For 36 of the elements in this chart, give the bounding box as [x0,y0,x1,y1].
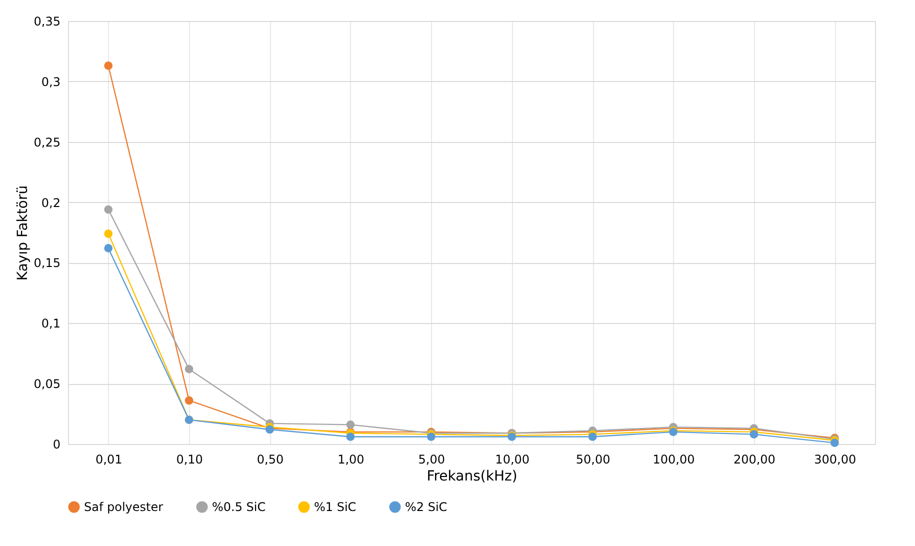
x-tick-label: 0,50 [256,452,284,466]
x-tick-label: 10,00 [495,452,530,466]
y-tick-label: 0,1 [41,316,60,331]
legend-label: %0.5 SiC [212,500,266,514]
x-tick-label: 50,00 [576,452,610,466]
x-axis-title: Frekans(kHz) [426,468,518,484]
point [346,432,355,441]
point [104,62,113,70]
point [346,420,355,429]
point [588,432,597,441]
x-tick-label: 0,01 [95,452,122,466]
legend-label: %1 SiC [314,500,356,514]
y-axis-title: Kayıp Faktörü [14,185,31,281]
point [184,396,194,405]
y-tick-label: 0,3 [41,74,60,89]
x-tick-label: 5,00 [418,452,446,466]
x-tick-label: 0,10 [176,452,203,466]
x-tick-label: 300,00 [814,452,856,466]
y-tick-label: 0,15 [34,256,60,270]
point [184,364,194,374]
y-tick-label: 0,2 [41,196,60,210]
point [104,244,113,252]
x-tick-label: 200,00 [733,452,776,466]
x-tick-label: 100,00 [652,452,695,466]
legend-label: %2 SiC [405,500,448,514]
x-tick-label: 1,00 [338,452,364,466]
y-tick-label: 0,05 [34,377,60,392]
point [830,438,839,447]
y-tick-label: 0,25 [34,135,60,150]
y-tick-label: 0,35 [34,14,60,28]
point [104,205,113,214]
point [426,432,436,441]
y-tick-label: 0 [52,438,60,452]
point [750,430,758,439]
legend-label: Saf polyester [84,500,164,514]
point [104,230,113,238]
